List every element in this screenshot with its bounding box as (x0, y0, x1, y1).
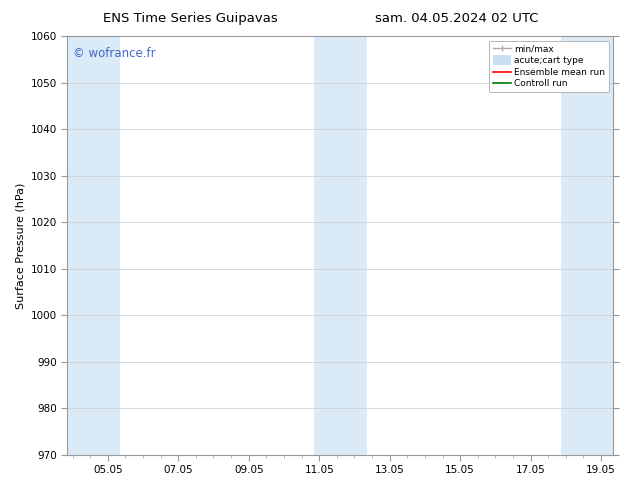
Bar (67, 36, 103, 455)
Bar (314, 36, 349, 455)
Text: ENS Time Series Guipavas: ENS Time Series Guipavas (103, 12, 278, 25)
Bar (349, 36, 366, 455)
Text: © wofrance.fr: © wofrance.fr (73, 47, 155, 60)
Bar (560, 36, 596, 455)
Bar (103, 36, 120, 455)
Y-axis label: Surface Pressure (hPa): Surface Pressure (hPa) (15, 182, 25, 309)
Text: sam. 04.05.2024 02 UTC: sam. 04.05.2024 02 UTC (375, 12, 538, 25)
Legend: min/max, acute;cart type, Ensemble mean run, Controll run: min/max, acute;cart type, Ensemble mean … (489, 41, 609, 92)
Bar (596, 36, 614, 455)
